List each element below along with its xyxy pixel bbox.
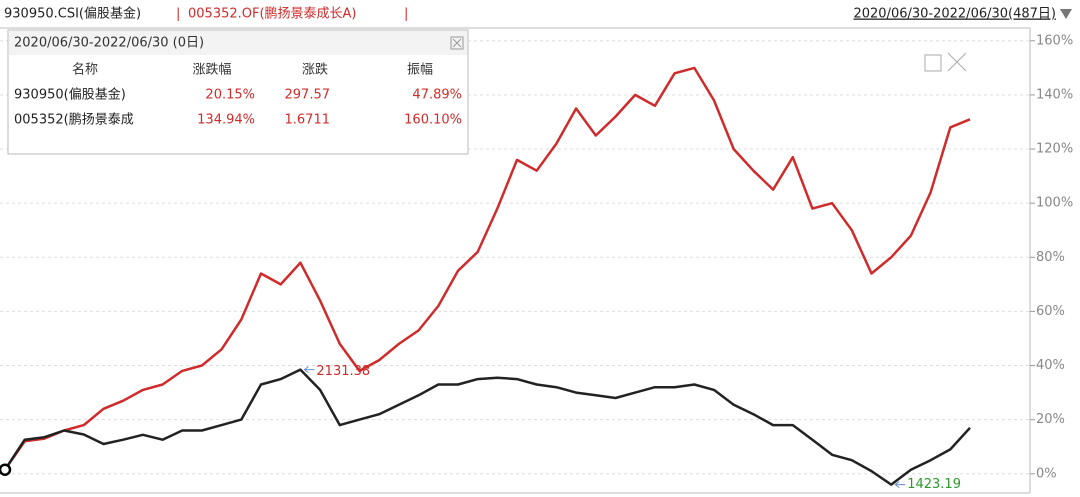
restore-icon[interactable] (924, 54, 942, 72)
column-header: 振幅 (407, 63, 433, 78)
series-line (3, 368, 971, 486)
index-label: 930950.CSI(偏股基金) (4, 6, 141, 22)
panel-close-x (452, 38, 462, 48)
table-cell: 134.94% (197, 113, 255, 128)
close-icon[interactable] (947, 52, 967, 72)
table-cell: 20.15% (205, 88, 255, 103)
panel-title: 2020/06/30-2022/06/30 (0日) (14, 36, 204, 51)
table-cell: 1.6711 (285, 113, 331, 128)
separator: | (404, 7, 408, 22)
y-tick-label: 60% (1036, 304, 1065, 319)
y-tick-label: 80% (1036, 250, 1065, 265)
y-tick-label: 20% (1036, 412, 1065, 427)
column-header: 名称 (72, 62, 98, 78)
annotation: 1423.19 (907, 477, 961, 492)
table-cell: 297.57 (285, 88, 331, 103)
annotation-arrow (303, 366, 315, 373)
table-cell: 160.10% (404, 113, 462, 128)
column-header: 涨跌幅 (192, 62, 231, 78)
y-tick-label: 100% (1036, 196, 1073, 211)
y-tick-label: 140% (1036, 87, 1073, 102)
series-line (3, 66, 971, 471)
y-tick-label: 0% (1036, 466, 1057, 481)
panel-header-bg (9, 31, 467, 55)
y-tick-label: 120% (1036, 142, 1073, 157)
annotation-arrow (894, 481, 906, 488)
table-cell: 47.89% (412, 88, 462, 103)
fund-label: 005352.OF(鹏扬景泰成长A) (188, 7, 357, 22)
column-header: 涨跌 (302, 62, 328, 78)
dropdown-icon[interactable] (1060, 9, 1072, 19)
table-cell: 930950(偏股基金) (14, 87, 126, 103)
y-tick-label: 40% (1036, 358, 1065, 373)
y-tick-label: 160% (1036, 33, 1073, 48)
table-cell: 005352(鹏扬景泰成 (14, 113, 134, 128)
annotation: 2131.38 (316, 364, 370, 379)
panel-close[interactable] (450, 36, 464, 50)
start-marker (0, 463, 12, 476)
date-range[interactable]: 2020/06/30-2022/06/30(487日) (853, 7, 1056, 22)
separator: | (176, 7, 180, 22)
info-panel: 2020/06/30-2022/06/30 (0日) 名称 涨跌幅 涨跌 振幅 9309… (7, 29, 469, 155)
